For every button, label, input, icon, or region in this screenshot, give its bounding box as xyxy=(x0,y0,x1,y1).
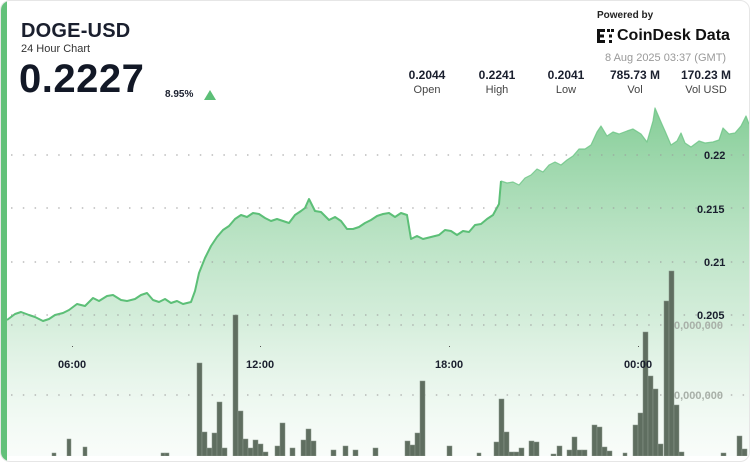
y-tick-label: 0.21 xyxy=(704,257,725,269)
x-tick-label: 06:00 xyxy=(58,359,86,371)
price-chart: 0.22 0.215 0.21 0.205 0,000,000 0,000,00… xyxy=(6,107,749,456)
brand-name: CoinDesk Data xyxy=(617,27,730,44)
stat-value: 0.2044 xyxy=(408,68,446,82)
symbol-title: DOGE-USD xyxy=(21,20,131,42)
x-tick-label: 12:00 xyxy=(246,359,274,371)
volume-tick-label: 0,000,000 xyxy=(674,320,723,332)
chart-subtitle: 24 Hour Chart xyxy=(21,43,91,55)
stat-low: 0.2041 Low xyxy=(548,68,585,96)
stat-label: High xyxy=(485,84,509,96)
y-tick-label: 0.22 xyxy=(704,150,725,162)
volume-bars xyxy=(51,270,748,456)
volume-tick-label: 0,000,000 xyxy=(674,390,723,402)
y-tick-label: 0.205 xyxy=(697,310,725,322)
stat-label: Open xyxy=(413,84,441,96)
price-line xyxy=(6,180,502,322)
powered-by-label: Powered by xyxy=(597,10,654,21)
timestamp: 8 Aug 2025 03:37 (GMT) xyxy=(605,52,727,64)
current-price: 0.2227 xyxy=(19,57,145,101)
stat-value: 170.23 M xyxy=(680,68,732,82)
price-area xyxy=(7,108,749,456)
stat-vol: 785.73 M Vol xyxy=(610,68,660,96)
stat-value: 0.2241 xyxy=(478,68,516,82)
brand-logo[interactable]: CoinDesk Data xyxy=(597,27,730,45)
price-line-right xyxy=(500,107,749,186)
triangle-up-icon xyxy=(204,90,216,100)
stat-label: Vol xyxy=(627,84,643,96)
stat-vol-usd: 170.23 M Vol USD xyxy=(681,68,731,96)
x-tick-label: 18:00 xyxy=(435,359,463,371)
stat-label: Low xyxy=(555,84,577,96)
stat-open: 0.2044 Open xyxy=(409,68,446,96)
coindesk-logo-icon xyxy=(597,29,614,43)
stat-label: Vol USD xyxy=(685,84,727,96)
stat-value: 0.2041 xyxy=(547,68,585,82)
y-tick-label: 0.215 xyxy=(697,204,725,216)
accent-bar xyxy=(1,1,7,461)
stat-high: 0.2241 High xyxy=(479,68,516,96)
stat-value: 785.73 M xyxy=(609,68,661,82)
change-percent: 8.95% xyxy=(165,89,194,100)
x-tick-label: 00:00 xyxy=(624,359,652,371)
